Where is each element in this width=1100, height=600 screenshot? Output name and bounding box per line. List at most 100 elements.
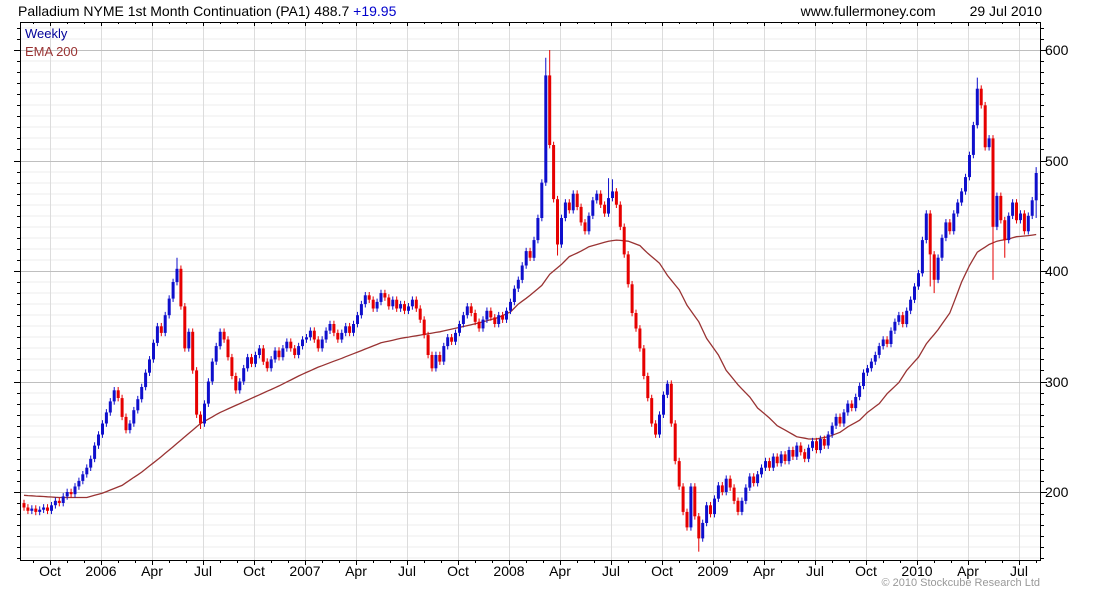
chart-title: Palladium NYME 1st Month Continuation (P… (18, 3, 396, 19)
candle-body (477, 321, 481, 329)
candle-body (254, 355, 257, 364)
candle-body (489, 310, 493, 318)
candle-body (454, 332, 457, 342)
candle-body (607, 198, 610, 214)
candle-body (1022, 213, 1026, 232)
candle-body (579, 206, 583, 223)
candle-body (187, 331, 191, 349)
candle-body (391, 299, 395, 307)
candle-body (795, 445, 799, 457)
candle-body (783, 454, 787, 461)
x-axis-label: Jul (602, 563, 620, 579)
candle-body (81, 474, 85, 481)
candle-body (155, 326, 159, 343)
candle-body (163, 315, 167, 333)
candle-body (752, 476, 756, 484)
website-link: www.fullermoney.com (800, 3, 936, 19)
candle-body (257, 348, 261, 355)
candle-body (881, 339, 885, 347)
candle-body (952, 213, 956, 232)
y-axis-label: 600 (1045, 42, 1069, 58)
candle-body (540, 182, 544, 218)
candle-body (626, 254, 630, 285)
candle-body (509, 301, 512, 311)
candle-body (1007, 215, 1011, 241)
candle-body (654, 423, 658, 435)
x-axis-label: 2010 (901, 563, 933, 579)
candle-body (548, 75, 552, 145)
candle-body (38, 509, 42, 512)
candle-body (387, 297, 391, 307)
x-axis-label: Apr (141, 563, 163, 579)
candle-body (713, 498, 716, 515)
candle-body (567, 202, 571, 211)
candle-body (744, 487, 748, 501)
candle-body (505, 310, 508, 320)
candle-body (179, 268, 183, 307)
candle-body (332, 324, 336, 333)
x-axis-label: Apr (345, 563, 367, 579)
x-axis-label: Oct (39, 563, 61, 579)
candle-body (340, 332, 344, 340)
candle-body (195, 370, 199, 415)
candle-body (69, 492, 73, 495)
candle-body (873, 355, 877, 362)
candle-body (124, 416, 128, 431)
copyright-notice: © 2010 Stockcube Research Ltd (881, 577, 1040, 589)
candle-body (140, 387, 144, 400)
x-axis-label: 2009 (697, 563, 729, 579)
candle-body (461, 315, 465, 324)
candle-body (716, 485, 720, 499)
candle-body (375, 301, 379, 309)
candle-body (108, 401, 112, 413)
candle-body (210, 361, 214, 382)
y-axis-label: 300 (1045, 373, 1069, 390)
candle-body (893, 321, 897, 331)
candle-body (658, 414, 661, 435)
candle-body (999, 195, 1003, 221)
candle-body (481, 319, 485, 329)
x-axis-label: Apr (549, 563, 571, 579)
candle-body (634, 313, 638, 329)
candle-body (316, 339, 320, 349)
candle-body (520, 265, 524, 280)
candle-body (924, 213, 928, 240)
candle-body (760, 467, 763, 475)
candle-body (53, 500, 57, 506)
candle-body (642, 348, 646, 376)
candle-body (191, 331, 195, 371)
candle-body (458, 324, 461, 333)
candle-body (587, 215, 591, 232)
candle-body (917, 273, 920, 287)
candle-body (669, 383, 673, 424)
plot-border (20, 22, 1041, 561)
candle-body (93, 445, 97, 459)
candle-body (403, 304, 406, 311)
candle-body (152, 342, 155, 360)
candle-body (987, 138, 991, 148)
candle-body (305, 337, 308, 340)
candle-body (799, 445, 803, 453)
candle-body (991, 138, 995, 227)
y-axis-label: 200 (1045, 484, 1069, 500)
candle-body (807, 447, 811, 459)
candle-body (709, 505, 712, 515)
candle-body (646, 376, 650, 399)
candle-body (834, 416, 838, 426)
candle-body (693, 486, 697, 517)
candle-body (363, 295, 367, 305)
x-axis-label: Jul (1010, 563, 1028, 579)
candle-body (767, 461, 771, 468)
candle-body (1026, 215, 1030, 232)
candle-body (293, 348, 297, 355)
candle-body (665, 383, 669, 395)
candle-body (756, 474, 760, 484)
candle-body (544, 75, 548, 183)
candle-body (297, 346, 301, 355)
x-axis-label: Apr (957, 563, 979, 579)
x-axis-label: Jul (194, 563, 212, 579)
candle-body (473, 313, 477, 322)
candle-body (273, 350, 277, 360)
candle-body (748, 476, 752, 488)
